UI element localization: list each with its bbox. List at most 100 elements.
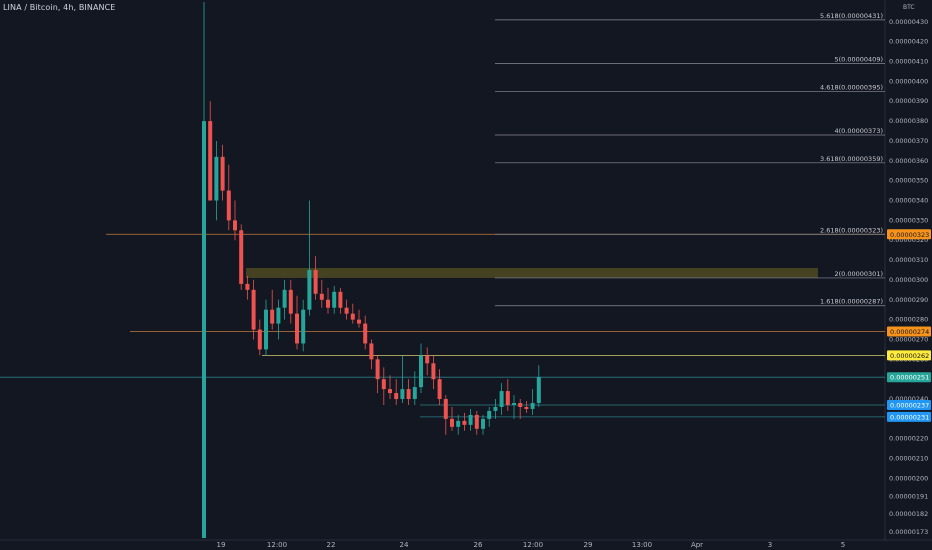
x-tick-label: 22: [327, 541, 336, 549]
candle-body: [512, 403, 516, 405]
x-tick-label: 26: [474, 541, 483, 549]
candle-body: [220, 156, 225, 191]
candle-body: [524, 406, 529, 409]
candle-body: [505, 391, 510, 405]
y-tick-label: 0.00000280: [889, 316, 928, 324]
fib-level-label: 4.618(0.00000395): [820, 83, 883, 91]
candle-body: [518, 403, 523, 407]
candle-body: [288, 289, 293, 314]
candle-body: [202, 121, 206, 538]
fib-level-label: 5.618(0.00000431): [820, 12, 883, 20]
price-tag: [887, 326, 931, 337]
candle-body: [319, 293, 324, 300]
candle-body: [431, 363, 436, 380]
candle-body: [468, 414, 473, 425]
x-tick-label: Apr: [691, 541, 703, 549]
candle-body: [456, 420, 461, 427]
price-tag: [887, 411, 931, 422]
candle-body: [474, 414, 479, 429]
fib-level-label: 5(0.00000409): [835, 56, 884, 64]
price-tag-label: 0.00000231: [890, 413, 929, 421]
price-tag-label: 0.00000262: [890, 352, 929, 360]
candle-body: [326, 299, 330, 308]
y-tick-label: 0.00000390: [889, 97, 928, 105]
y-tick-label: 0.00000310: [889, 256, 928, 264]
y-tick-label: 0.00000200: [889, 474, 928, 482]
candle-body: [530, 403, 535, 409]
candle-body: [375, 359, 380, 380]
y-tick-label: 0.00000330: [889, 216, 928, 224]
symbol-title: LINA / Bitcoin, 4h, BINANCE: [3, 3, 116, 12]
candle-body: [307, 269, 312, 310]
candle-body: [313, 269, 318, 294]
candle-body: [239, 230, 244, 284]
y-tick-label: 0.00000300: [889, 276, 928, 284]
fib-level-label: 1.618(0.00000287): [820, 298, 883, 306]
candle-body: [301, 309, 306, 344]
x-tick-label: 12:00: [523, 541, 543, 549]
candle-body: [282, 289, 287, 308]
candle-body: [257, 329, 262, 350]
x-tick-label: 19: [217, 541, 226, 549]
candle-body: [264, 309, 268, 350]
candle-body: [251, 289, 256, 330]
price-tag: [887, 399, 931, 410]
candle-body: [338, 291, 343, 308]
quote-unit-label: BTC: [903, 4, 915, 11]
x-tick-label: 24: [400, 541, 409, 549]
x-tick-label: 29: [584, 541, 593, 549]
y-tick-label: 0.00000191: [889, 492, 928, 500]
price-tag: [887, 229, 931, 240]
candle-body: [394, 393, 399, 400]
y-tick-label: 0.00000410: [889, 58, 928, 66]
fib-level-label: 2.618(0.00000323): [820, 226, 883, 234]
y-tick-label: 0.00000350: [889, 177, 928, 185]
x-tick-label: 13:00: [632, 541, 652, 549]
candle-body: [344, 307, 349, 314]
y-tick-label: 0.00000210: [889, 455, 928, 463]
candle-body: [388, 389, 392, 394]
candle-body: [425, 355, 430, 364]
x-tick-label: 5: [841, 541, 845, 549]
y-tick-label: 0.00000360: [889, 157, 928, 165]
price-tag-label: 0.00000237: [890, 401, 929, 409]
y-tick-label: 0.00000290: [889, 296, 928, 304]
price-tag-label: 0.00000274: [890, 328, 929, 336]
candle-body: [443, 399, 448, 419]
y-tick-label: 0.00000370: [889, 137, 928, 145]
candle-body: [536, 377, 541, 404]
y-tick-label: 0.00000240: [889, 395, 928, 403]
x-tick-label: 3: [768, 541, 772, 549]
candle-body: [437, 379, 442, 400]
fib-level-label: 2(0.00000301): [835, 270, 884, 278]
y-tick-label: 0.00000320: [889, 236, 928, 244]
candle-body: [462, 420, 467, 425]
fib-zone: [246, 268, 818, 278]
candle-body: [381, 379, 386, 390]
candle-body: [276, 307, 281, 324]
candle-body: [226, 190, 231, 221]
candle-body: [208, 121, 213, 201]
candle-body: [400, 389, 405, 400]
fib-level-label: 4(0.00000373): [835, 127, 884, 135]
x-tick-label: 12:00: [267, 541, 287, 549]
candle-body: [363, 323, 368, 344]
candle-body: [493, 406, 498, 411]
candle-body: [357, 319, 361, 324]
candle-body: [295, 313, 299, 344]
candle-body: [412, 387, 417, 400]
candle-body: [214, 156, 219, 201]
y-tick-label: 0.00000270: [889, 335, 928, 343]
candle-body: [481, 418, 485, 429]
candle-body: [487, 410, 492, 419]
y-tick-label: 0.00000380: [889, 117, 928, 125]
y-tick-label: 0.00000420: [889, 38, 928, 46]
fib-level-label: 3.618(0.00000359): [820, 155, 883, 163]
y-tick-label: 0.00000182: [889, 510, 928, 518]
y-tick-label: 0.00000400: [889, 77, 928, 85]
y-tick-label: 0.00000430: [889, 18, 928, 26]
y-tick-label: 0.00000340: [889, 197, 928, 205]
candle-body: [270, 309, 275, 324]
